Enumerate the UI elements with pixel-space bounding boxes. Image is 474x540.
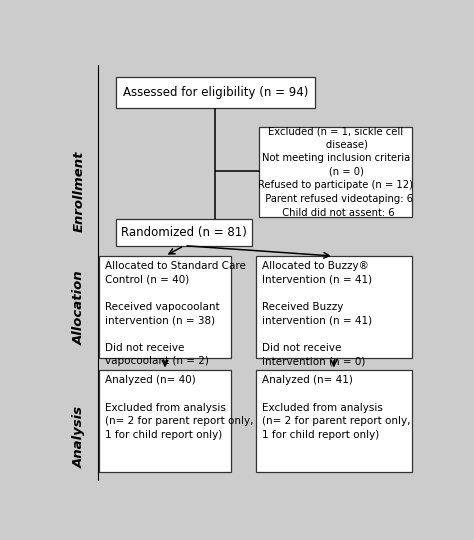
Bar (116, 77, 315, 109)
Text: Allocated to Standard Care
Control (n = 40)

Received vapocoolant
intervention (: Allocated to Standard Care Control (n = … (105, 261, 246, 366)
Text: Analyzed (n= 41)

Excluded from analysis
(n= 2 for parent report only,
1 for chi: Analyzed (n= 41) Excluded from analysis … (262, 375, 410, 440)
Text: Analysis: Analysis (73, 406, 86, 468)
Text: Allocation: Allocation (73, 271, 86, 346)
Bar (256, 370, 412, 472)
Bar (256, 256, 412, 358)
Text: Assessed for eligibility (n = 94): Assessed for eligibility (n = 94) (123, 86, 308, 99)
Text: Analyzed (n= 40)

Excluded from analysis
(n= 2 for parent report only,
1 for chi: Analyzed (n= 40) Excluded from analysis … (105, 375, 253, 440)
Text: Randomized (n = 81): Randomized (n = 81) (121, 226, 247, 239)
Text: Allocated to Buzzy®
Intervention (n = 41)

Received Buzzy
intervention (n = 41)
: Allocated to Buzzy® Intervention (n = 41… (262, 261, 372, 366)
Bar (99, 256, 231, 358)
Text: Enrollment: Enrollment (73, 151, 86, 232)
Bar (259, 127, 412, 217)
Bar (99, 370, 231, 472)
Bar (116, 219, 252, 246)
Text: Excluded (n = 1, sickle cell
       disease)
Not meeting inclusion criteria
    : Excluded (n = 1, sickle cell disease) No… (258, 126, 413, 218)
